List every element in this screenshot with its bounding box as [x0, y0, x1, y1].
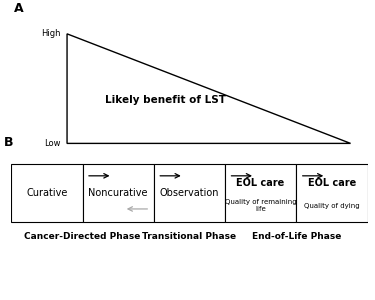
- Bar: [296, 164, 368, 221]
- Text: Low: Low: [44, 139, 61, 148]
- Text: Curative: Curative: [26, 188, 68, 198]
- Bar: [82, 164, 154, 221]
- Text: EOL care: EOL care: [237, 178, 285, 188]
- Text: EOL care: EOL care: [308, 178, 356, 188]
- Text: Quality of dying: Quality of dying: [304, 202, 360, 208]
- Text: Noncurative: Noncurative: [88, 188, 148, 198]
- Text: Transitional Phase: Transitional Phase: [142, 232, 236, 241]
- Text: Quality of remaining
life: Quality of remaining life: [225, 199, 296, 212]
- Text: B: B: [4, 136, 14, 149]
- Bar: [225, 164, 296, 221]
- Text: A: A: [13, 2, 23, 15]
- Text: High: High: [41, 29, 61, 38]
- Text: Observation: Observation: [160, 188, 219, 198]
- Text: End-of-Life Phase: End-of-Life Phase: [252, 232, 341, 241]
- Text: Cancer-Directed Phase: Cancer-Directed Phase: [24, 232, 141, 241]
- Text: Likely benefit of LST: Likely benefit of LST: [105, 95, 226, 105]
- Bar: [154, 164, 225, 221]
- Bar: [11, 164, 82, 221]
